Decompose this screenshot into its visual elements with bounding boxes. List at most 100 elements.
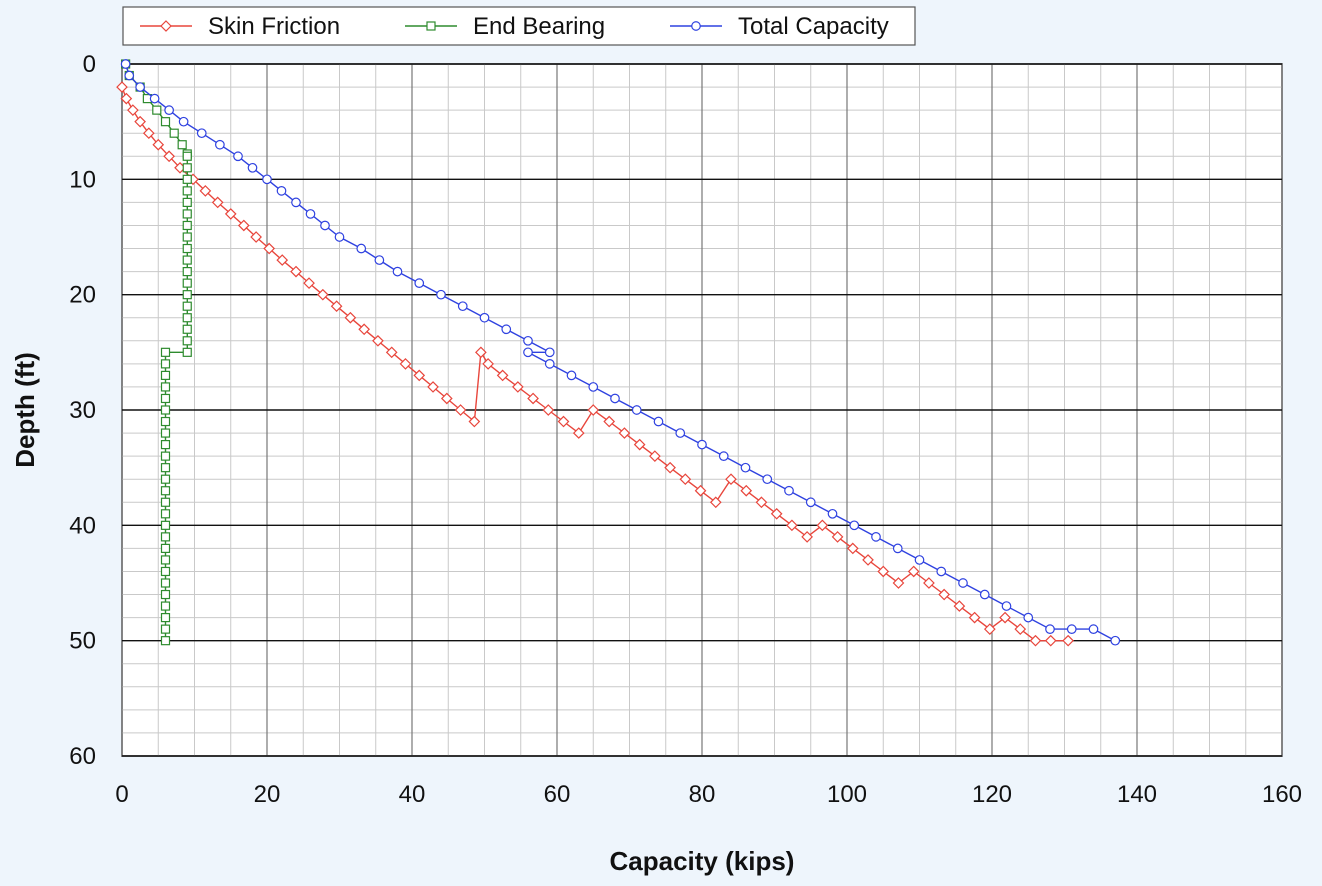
data-point: [385, 346, 398, 359]
y-tick-labels: 0 10 20 30 40 50 60: [69, 51, 96, 770]
data-point: [291, 197, 301, 208]
data-point: [457, 301, 468, 312]
data-point: [263, 242, 276, 255]
data-point: [276, 254, 289, 266]
y-tick-label: 60: [69, 743, 96, 770]
x-tick-label: 120: [972, 781, 1012, 808]
data-point: [914, 555, 925, 565]
data-point: [211, 196, 224, 209]
data-point: [372, 334, 384, 347]
data-point: [160, 520, 171, 530]
data-point: [953, 600, 966, 612]
data-point: [936, 566, 947, 577]
data-point: [544, 347, 555, 358]
data-point: [160, 624, 171, 634]
data-point: [786, 519, 798, 532]
data-point: [983, 623, 996, 635]
data-point: [1014, 623, 1027, 635]
data-point: [468, 415, 481, 428]
data-point: [160, 532, 171, 542]
data-point: [527, 392, 539, 405]
data-point: [160, 601, 171, 611]
data-point: [160, 451, 171, 461]
data-point: [831, 531, 844, 543]
x-tick-label: 140: [1117, 781, 1157, 808]
x-tick-labels: 0 20 40 60 80 100 120 140 160: [115, 781, 1302, 808]
data-point: [160, 566, 171, 577]
data-point: [862, 554, 874, 566]
y-axis-title: Depth (ft): [10, 352, 40, 468]
y-tick-label: 30: [69, 397, 96, 424]
data-point: [237, 219, 250, 232]
data-point: [1088, 624, 1099, 634]
data-point: [440, 392, 453, 405]
data-point: [1023, 612, 1034, 623]
data-point: [160, 578, 171, 588]
data-point: [160, 509, 171, 519]
data-point: [196, 128, 207, 139]
data-point: [116, 81, 128, 93]
data-point: [224, 208, 237, 220]
data-point: [160, 555, 171, 565]
data-point: [334, 232, 345, 242]
data-point: [160, 428, 171, 438]
data-point: [501, 324, 512, 335]
data-point: [664, 461, 676, 474]
data-point: [1044, 634, 1057, 647]
data-point: [907, 565, 920, 578]
data-point: [182, 197, 192, 207]
data-point: [160, 589, 171, 600]
data-point: [134, 115, 146, 128]
data-point: [740, 484, 753, 497]
data-point: [512, 381, 524, 393]
data-point: [413, 369, 426, 382]
data-point: [124, 70, 135, 81]
data-point: [160, 370, 171, 380]
series-line: [121, 86, 1069, 642]
data-point: [182, 267, 192, 277]
data-point: [330, 300, 343, 313]
data-point: [1001, 601, 1012, 611]
data-point: [149, 93, 160, 104]
data-point: [164, 105, 174, 115]
data-point: [160, 405, 171, 415]
data-point: [182, 324, 192, 334]
data-point: [182, 220, 192, 231]
data-point: [675, 428, 686, 438]
data-point: [454, 404, 467, 416]
data-point: [250, 231, 262, 243]
data-point: [475, 346, 487, 359]
data-point: [633, 438, 646, 451]
data-point: [426, 21, 436, 31]
data-point: [160, 393, 171, 404]
data-point: [892, 543, 903, 554]
data-point: [999, 611, 1011, 624]
data-point: [152, 138, 165, 151]
data-point: [177, 140, 187, 150]
data-point: [762, 474, 773, 485]
data-point: [436, 289, 446, 300]
series-total-capacity: [120, 59, 1121, 646]
data-point: [303, 277, 315, 289]
data-point: [877, 565, 890, 578]
data-point: [358, 323, 370, 336]
data-point: [725, 473, 737, 486]
data-point: [233, 151, 243, 162]
data-point: [482, 358, 494, 370]
data-point: [320, 220, 330, 231]
data-point: [160, 474, 171, 484]
data-point: [199, 185, 212, 197]
data-point: [679, 473, 692, 486]
data-point: [215, 139, 225, 150]
data-point: [496, 369, 509, 382]
data-point: [120, 59, 131, 69]
data-point: [740, 462, 751, 473]
legend-label: Total Capacity: [738, 13, 889, 40]
data-point: [566, 370, 577, 381]
data-point: [163, 150, 175, 163]
data-point: [523, 347, 533, 358]
data-point: [182, 301, 192, 311]
data-point: [610, 393, 620, 404]
y-tick-label: 50: [69, 628, 96, 655]
y-tick-label: 0: [83, 51, 96, 78]
